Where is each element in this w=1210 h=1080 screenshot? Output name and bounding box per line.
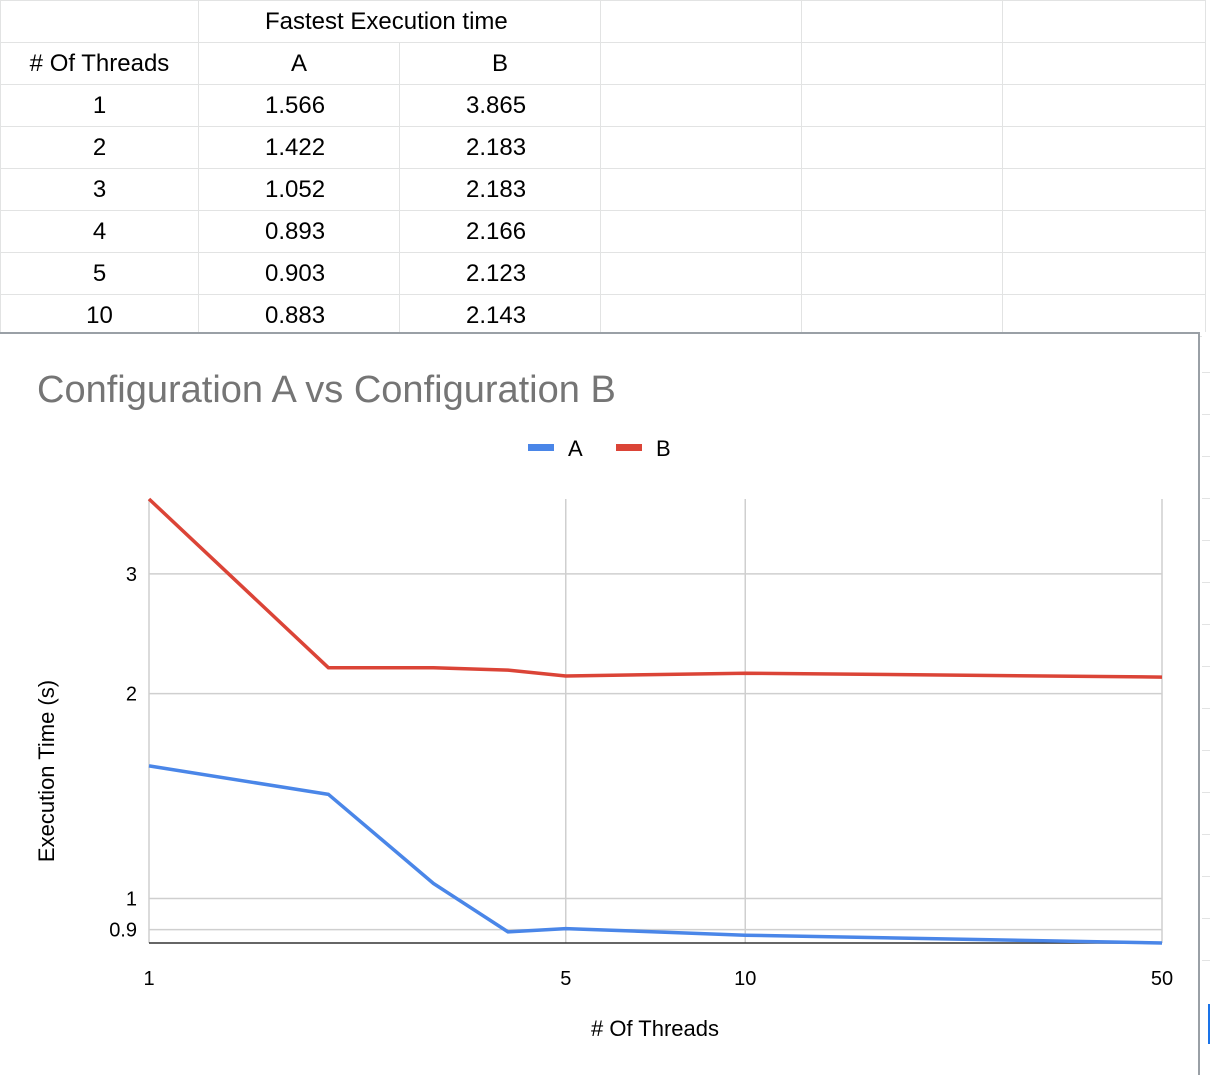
grid-line xyxy=(1202,456,1210,457)
table-row: 1 1.566 3.865 xyxy=(0,84,1206,127)
grid-line xyxy=(1202,960,1210,961)
cell[interactable] xyxy=(600,126,802,169)
cell[interactable] xyxy=(801,168,1003,211)
cell[interactable] xyxy=(600,0,802,43)
cell[interactable] xyxy=(1002,252,1206,295)
table-row: 4 0.893 2.166 xyxy=(0,210,1206,253)
cell-threads[interactable]: 1 xyxy=(0,84,199,127)
header-b[interactable]: B xyxy=(399,42,601,85)
series-group xyxy=(147,497,1163,945)
x-axis-label: # Of Threads xyxy=(591,1016,719,1041)
cell-b[interactable]: 3.865 xyxy=(399,84,601,127)
legend-label-b: B xyxy=(656,436,671,461)
cell[interactable] xyxy=(801,84,1003,127)
cell[interactable] xyxy=(600,210,802,253)
cell[interactable] xyxy=(600,168,802,211)
grid xyxy=(148,499,1163,944)
cell[interactable] xyxy=(801,126,1003,169)
series-line-a[interactable] xyxy=(148,764,1163,945)
cell[interactable] xyxy=(600,42,802,85)
x-tick-label: 5 xyxy=(560,968,571,990)
header-threads[interactable]: # Of Threads xyxy=(0,42,199,85)
cell-threads[interactable]: 5 xyxy=(0,252,199,295)
cell-b[interactable]: 2.143 xyxy=(399,294,601,337)
cell-threads[interactable]: 4 xyxy=(0,210,199,253)
cell[interactable] xyxy=(600,294,802,337)
header-a[interactable]: A xyxy=(198,42,400,85)
grid-line xyxy=(1202,750,1210,751)
table-row: 3 1.052 2.183 xyxy=(0,168,1206,211)
table-title: Fastest Execution time xyxy=(265,7,508,35)
table-row: 5 0.903 2.123 xyxy=(0,252,1206,295)
cell-a[interactable]: 0.883 xyxy=(198,294,400,337)
cell-threads[interactable]: 10 xyxy=(0,294,199,337)
y-tick-label: 1 xyxy=(126,888,137,910)
series-line-b[interactable] xyxy=(147,497,1163,679)
cell[interactable] xyxy=(1002,294,1206,337)
table-row: 2 1.422 2.183 xyxy=(0,126,1206,169)
grid-line xyxy=(1202,666,1210,667)
cell-threads[interactable]: 3 xyxy=(0,168,199,211)
cell-b[interactable]: 2.183 xyxy=(399,126,601,169)
grid-line xyxy=(1202,540,1210,541)
cell-a[interactable]: 1.566 xyxy=(198,84,400,127)
cell[interactable] xyxy=(801,42,1003,85)
cell[interactable] xyxy=(1002,0,1206,43)
cell[interactable] xyxy=(600,252,802,295)
cell-a[interactable]: 0.893 xyxy=(198,210,400,253)
cell[interactable] xyxy=(801,210,1003,253)
cell[interactable] xyxy=(1002,42,1206,85)
cell[interactable] xyxy=(801,0,1003,43)
cell[interactable] xyxy=(1002,168,1206,211)
table-row: Fastest Execution time xyxy=(0,0,1206,43)
y-tick-label: 2 xyxy=(126,684,137,706)
grid-line xyxy=(1202,498,1210,499)
cell[interactable] xyxy=(0,0,199,43)
table-row: # Of Threads A B xyxy=(0,42,1206,85)
cell[interactable] xyxy=(801,294,1003,337)
ticks: 1 5 10 50 0.9 1 2 3 xyxy=(109,564,1173,990)
legend-label-a: A xyxy=(568,436,583,461)
cell[interactable] xyxy=(801,252,1003,295)
grid-line xyxy=(1202,414,1210,415)
chart-title: Configuration A vs Configuration B xyxy=(37,369,616,411)
cell-title[interactable]: Fastest Execution time xyxy=(198,0,601,43)
cell-a[interactable]: 0.903 xyxy=(198,252,400,295)
data-table: Fastest Execution time # Of Threads A B … xyxy=(0,0,1206,337)
grid-line xyxy=(1202,624,1210,625)
cell[interactable] xyxy=(1002,84,1206,127)
cell-b[interactable]: 2.123 xyxy=(399,252,601,295)
grid-line xyxy=(1202,792,1210,793)
legend-swatch-a xyxy=(528,444,554,451)
cell-threads[interactable]: 2 xyxy=(0,126,199,169)
cell[interactable] xyxy=(600,84,802,127)
y-tick-label: 3 xyxy=(126,564,137,586)
table-row: 10 0.883 2.143 xyxy=(0,294,1206,337)
cell-b[interactable]: 2.166 xyxy=(399,210,601,253)
grid-line xyxy=(1202,918,1210,919)
cell-a[interactable]: 1.052 xyxy=(198,168,400,211)
legend-swatch-b xyxy=(616,444,642,451)
grid-line xyxy=(1202,582,1210,583)
y-tick-label: 0.9 xyxy=(109,920,137,942)
selection-handle[interactable] xyxy=(1208,1004,1210,1044)
x-tick-label: 1 xyxy=(143,968,154,990)
sheet-grid-strip xyxy=(1202,332,1210,1073)
grid-line xyxy=(1202,372,1210,373)
x-tick-label: 50 xyxy=(1151,968,1173,990)
cell-b[interactable]: 2.183 xyxy=(399,168,601,211)
cell[interactable] xyxy=(1002,126,1206,169)
grid-line xyxy=(1202,876,1210,877)
cell-a[interactable]: 1.422 xyxy=(198,126,400,169)
cell[interactable] xyxy=(1002,210,1206,253)
x-tick-label: 10 xyxy=(734,968,756,990)
y-axis-label: Execution Time (s) xyxy=(34,680,59,862)
grid-line xyxy=(1202,834,1210,835)
grid-line xyxy=(1202,708,1210,709)
